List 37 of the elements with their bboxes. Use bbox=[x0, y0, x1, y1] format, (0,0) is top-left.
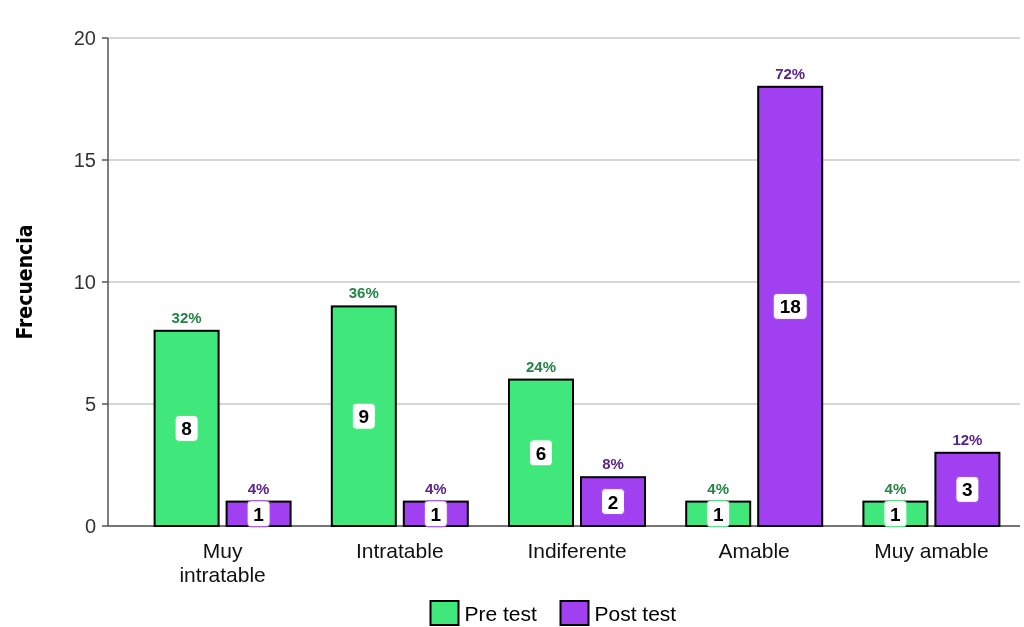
annotation: 72% bbox=[775, 64, 806, 82]
annotation: 4% bbox=[707, 479, 730, 497]
y-tick-label: 15 bbox=[73, 149, 96, 171]
data-label: 8 bbox=[181, 418, 192, 440]
data-label: 18 bbox=[779, 296, 801, 318]
x-tick-label: Intratable bbox=[356, 539, 444, 562]
data-label: 9 bbox=[358, 406, 370, 428]
legend-label: Pre test bbox=[464, 602, 538, 625]
y-tick-label: 5 bbox=[84, 393, 96, 415]
annotation: 4% bbox=[247, 479, 270, 497]
annotation: 32% bbox=[171, 308, 202, 326]
data-label: 6 bbox=[535, 442, 547, 464]
bar bbox=[508, 378, 574, 527]
x-tick-label: Indiferente bbox=[527, 539, 627, 562]
data-label: 1 bbox=[890, 503, 902, 525]
annotation: 4% bbox=[424, 479, 447, 497]
annotation: 4% bbox=[884, 479, 907, 497]
x-tick-label: Muy intratable bbox=[179, 539, 266, 586]
annotation: 36% bbox=[348, 284, 379, 302]
data-label: 3 bbox=[962, 479, 973, 501]
annotation: 8% bbox=[602, 455, 624, 473]
data-label: 1 bbox=[430, 503, 442, 525]
legend-label: Post test bbox=[594, 602, 677, 625]
annotation: 12% bbox=[952, 430, 983, 448]
y-axis-title: Frecuencia bbox=[13, 224, 37, 340]
x-tick-label: Amable bbox=[718, 539, 790, 562]
y-tick-label: 0 bbox=[84, 515, 96, 537]
bar bbox=[330, 305, 397, 527]
y-tick-label: 10 bbox=[73, 271, 96, 293]
bar bbox=[757, 85, 824, 527]
x-tick-label: Muy amable bbox=[874, 539, 989, 562]
data-label: 1 bbox=[712, 503, 724, 525]
y-tick-label: 20 bbox=[73, 27, 96, 49]
bar bbox=[153, 329, 220, 527]
data-label: 1 bbox=[253, 503, 265, 525]
annotation: 24% bbox=[525, 357, 557, 375]
data-label: 2 bbox=[607, 491, 619, 513]
